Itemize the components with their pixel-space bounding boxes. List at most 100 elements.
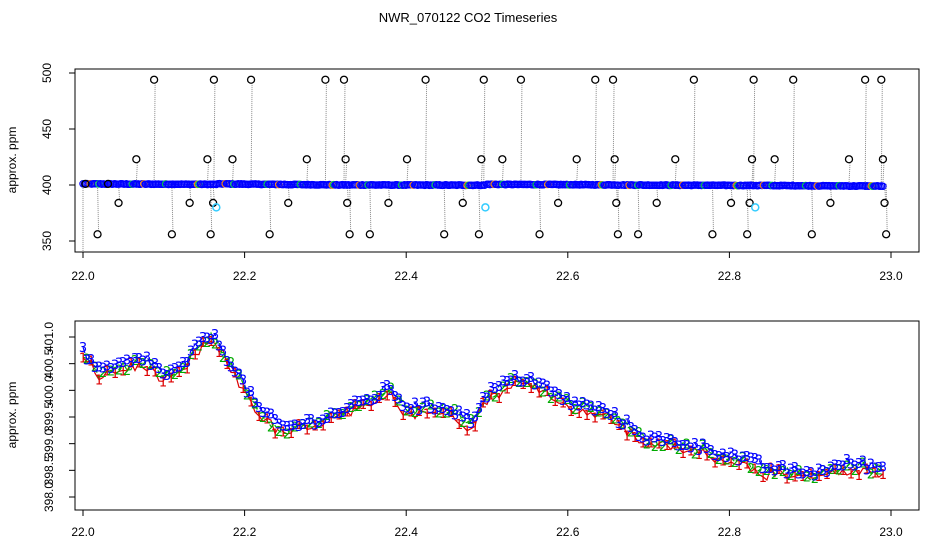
top-spike-point — [149, 75, 159, 84]
top-spike-point — [572, 155, 581, 164]
series-marker-2: 2 — [779, 465, 787, 480]
series-marker-1: 1 — [415, 405, 423, 420]
series-marker-1: 1 — [215, 346, 223, 361]
series-marker-2: 2 — [715, 453, 723, 468]
bottom-y-tick-label: 398.5 — [42, 455, 56, 485]
top-spike-trace — [746, 183, 749, 231]
top-spike-trace — [501, 163, 504, 184]
series-marker-2: 2 — [339, 408, 347, 423]
series-marker-3: 3 — [311, 419, 319, 434]
series-marker-1: 1 — [183, 363, 191, 378]
bottom-x-tick-label: 22.8 — [718, 525, 742, 539]
series-marker-2: 2 — [627, 425, 635, 440]
series-marker-3: 3 — [615, 417, 623, 432]
bottom-y-axis-label: approx. ppm — [5, 382, 19, 449]
series-marker-3: 3 — [743, 450, 751, 465]
series-marker-2: 2 — [163, 365, 171, 380]
series-marker-3: 3 — [115, 356, 123, 371]
top-spike-point — [203, 155, 212, 164]
series-marker-3: 3 — [827, 460, 835, 475]
bottom-y-tick-label: 399.0 — [42, 428, 56, 458]
top-spike-point — [844, 155, 854, 164]
series-marker-1: 1 — [463, 425, 471, 440]
series-marker-3: 3 — [395, 393, 403, 408]
top-spike-trace — [406, 163, 409, 184]
series-marker-3: 3 — [695, 444, 703, 459]
series-marker-3: 3 — [383, 379, 391, 394]
series-marker-3: 3 — [499, 374, 507, 389]
top-y-tick-label: 350 — [40, 231, 54, 251]
series-marker-1: 1 — [815, 470, 823, 485]
series-marker-2: 2 — [867, 467, 875, 482]
series-marker-1: 1 — [567, 405, 575, 420]
series-marker-3: 3 — [447, 405, 455, 420]
top-spike-point — [770, 155, 779, 164]
series-marker-2: 2 — [99, 366, 107, 381]
series-marker-3: 3 — [859, 455, 867, 470]
top-spike-point — [440, 230, 449, 239]
series-marker-2: 2 — [707, 447, 715, 462]
series-marker-3: 3 — [691, 437, 699, 452]
series-marker-3: 3 — [171, 362, 179, 377]
top-y-tick-label: 500 — [40, 63, 54, 83]
series-marker-2: 2 — [579, 396, 587, 411]
top-data-points — [79, 75, 891, 239]
top-spike-trace — [306, 163, 309, 184]
top-spike-trace — [425, 83, 428, 184]
series-marker-2: 2 — [139, 357, 147, 372]
top-spike-trace — [343, 83, 346, 184]
series-marker-2: 2 — [371, 390, 379, 405]
top-y-tick-label: 400 — [40, 175, 54, 195]
series-marker-1: 1 — [839, 464, 847, 479]
series-marker-1: 1 — [847, 467, 855, 482]
series-marker-1: 1 — [119, 364, 127, 379]
series-marker-1: 1 — [807, 468, 815, 483]
series-marker-3: 3 — [875, 461, 883, 476]
series-marker-3: 3 — [463, 408, 471, 423]
series-marker-1: 1 — [831, 463, 839, 478]
top-y-tick-label: 450 — [40, 119, 54, 139]
top-spike-trace — [250, 83, 253, 184]
top-spike-point — [671, 155, 680, 164]
series-marker-2: 2 — [595, 406, 603, 421]
series-marker-2: 2 — [203, 336, 211, 351]
series-marker-3: 3 — [555, 388, 563, 403]
series-marker-3: 3 — [391, 390, 399, 405]
series-marker-2: 2 — [315, 417, 323, 432]
series-marker-3: 3 — [651, 432, 659, 447]
series-marker-3: 3 — [803, 465, 811, 480]
series-marker-3: 3 — [547, 386, 555, 401]
series-marker-1: 1 — [447, 406, 455, 421]
top-spike-point — [321, 75, 330, 84]
series-marker-2: 2 — [395, 394, 403, 409]
series-marker-1: 1 — [335, 408, 343, 423]
series-marker-1: 1 — [247, 395, 255, 410]
top-spike-point — [689, 75, 698, 84]
series-marker-1: 1 — [503, 382, 511, 397]
top-spike-point — [878, 155, 888, 164]
series-marker-2: 2 — [443, 407, 451, 422]
series-marker-3: 3 — [655, 430, 663, 445]
series-marker-3: 3 — [271, 413, 279, 428]
series-marker-1: 1 — [143, 365, 151, 380]
series-marker-3: 3 — [607, 409, 615, 424]
series-marker-1: 1 — [871, 466, 879, 481]
top-spike-trace — [594, 83, 597, 184]
top-spike-point — [81, 179, 90, 189]
series-marker-2: 2 — [803, 471, 811, 486]
bottom-x-tick-label: 22.6 — [556, 525, 580, 539]
series-marker-2: 2 — [267, 421, 275, 436]
series-marker-3: 3 — [663, 432, 671, 447]
top-spike-point — [613, 230, 623, 239]
top-spike-point — [114, 198, 123, 208]
series-marker-1: 1 — [863, 463, 871, 478]
series-marker-2: 2 — [115, 363, 123, 378]
bottom-panel: approx. ppm 22.0 22.2 22.4 22.6 22.8 23.0 398.… — [5, 320, 920, 539]
series-marker-3: 3 — [123, 354, 131, 369]
series-marker-2: 2 — [651, 440, 659, 455]
series-marker-1: 1 — [535, 387, 543, 402]
series-marker-3: 3 — [347, 398, 355, 413]
series-marker-1: 1 — [767, 462, 775, 477]
